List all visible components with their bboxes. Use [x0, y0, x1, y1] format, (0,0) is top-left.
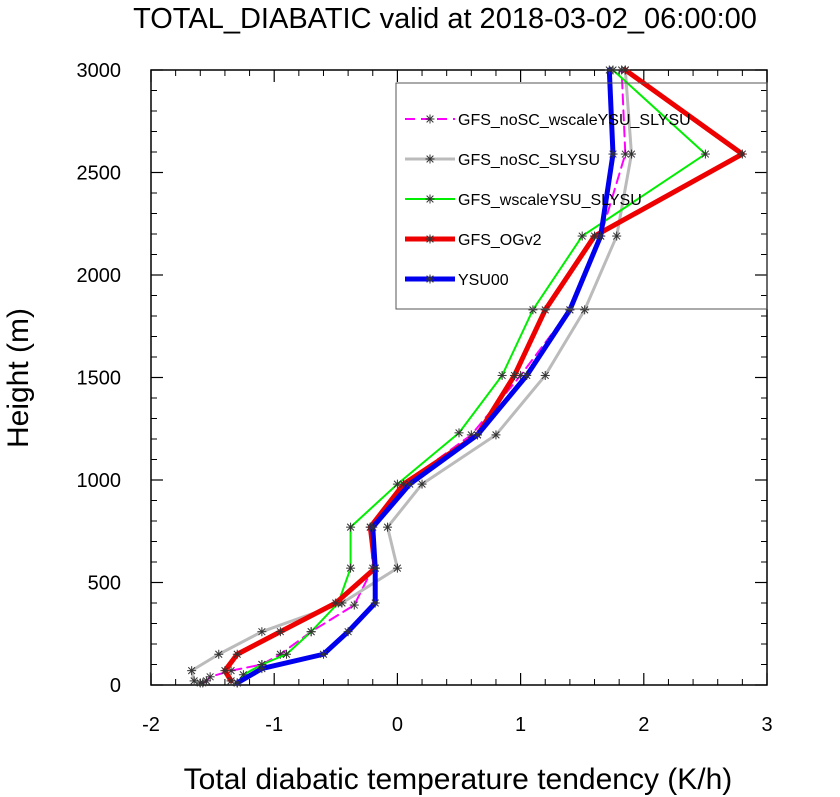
x-axis-label: Total diabatic temperature tendency (K/h… — [184, 763, 733, 796]
data-point-marker — [220, 666, 230, 676]
data-point-marker — [472, 430, 482, 440]
data-point-marker — [205, 672, 215, 682]
data-point-marker — [383, 522, 393, 532]
x-tick-label: 0 — [392, 714, 403, 736]
y-tick-label: 2500 — [77, 163, 122, 185]
data-point-marker — [700, 149, 710, 159]
data-point-marker — [232, 649, 242, 659]
y-tick-label: 1500 — [77, 368, 122, 390]
data-point-marker — [370, 563, 380, 573]
legend-marker — [425, 234, 435, 244]
data-point-marker — [620, 65, 630, 75]
x-tick-label: -1 — [265, 714, 283, 736]
data-point-marker — [509, 370, 519, 380]
data-point-marker — [195, 678, 205, 688]
data-point-marker — [577, 231, 587, 241]
data-point-marker — [604, 65, 614, 75]
legend-label: GFS_OGv2 — [458, 232, 542, 249]
legend-item: GFS_OGv2 — [405, 232, 542, 249]
data-point-marker — [565, 305, 575, 315]
data-point-marker — [349, 600, 359, 610]
legend-item: GFS_noSC_wscaleYSU_SLYSU — [405, 112, 691, 129]
data-point-marker — [368, 522, 378, 532]
legend-marker — [425, 274, 435, 284]
data-point-marker — [392, 563, 402, 573]
tick-labels: -2 -1 0 1 2 3 0 500 1000 1500 2000 2500 3000 — [77, 60, 773, 736]
data-point-marker — [620, 149, 630, 159]
legend-marker — [425, 114, 435, 124]
data-point-marker — [626, 149, 636, 159]
data-point-marker — [370, 598, 380, 608]
series-YSU00 — [232, 65, 618, 688]
legend-item: GFS_noSC_SLYSU — [405, 152, 600, 169]
data-point-marker — [612, 231, 622, 241]
data-point-marker — [540, 370, 550, 380]
data-point-marker — [737, 149, 747, 159]
data-point-marker — [522, 370, 532, 380]
chart-title: TOTAL_DIABATIC valid at 2018-03-02_06:00… — [133, 3, 757, 35]
data-point-marker — [454, 428, 464, 438]
x-tick-label: 2 — [638, 714, 649, 736]
data-point-marker — [528, 305, 538, 315]
legend-item: YSU00 — [405, 272, 509, 289]
legend-label: GFS_noSC_wscaleYSU_SLYSU — [458, 112, 691, 129]
legend-item: GFS_wscaleYSU_SLYSU — [405, 192, 642, 209]
data-point-marker — [331, 598, 341, 608]
data-point-marker — [540, 305, 550, 315]
data-point-marker — [214, 649, 224, 659]
data-point-marker — [189, 676, 199, 686]
y-tick-label: 500 — [88, 573, 121, 595]
data-point-marker — [608, 149, 618, 159]
data-point-marker — [226, 676, 236, 686]
axis-ticks — [150, 69, 768, 686]
legend-marker — [425, 194, 435, 204]
x-tick-label: 3 — [761, 714, 772, 736]
data-point-marker — [343, 627, 353, 637]
y-tick-label: 3000 — [77, 60, 122, 82]
y-axis-label: Height (m) — [2, 308, 35, 448]
data-point-marker — [346, 563, 356, 573]
legend-marker — [425, 154, 435, 164]
y-tick-label: 2000 — [77, 265, 122, 287]
data-point-marker — [257, 664, 267, 674]
series-lines — [187, 65, 747, 688]
data-point-marker — [417, 479, 427, 489]
data-point-marker — [346, 522, 356, 532]
legend-label: GFS_wscaleYSU_SLYSU — [458, 192, 642, 209]
legend-label: GFS_noSC_SLYSU — [458, 152, 600, 169]
data-point-marker — [318, 649, 328, 659]
data-point-marker — [590, 231, 600, 241]
legend: GFS_noSC_wscaleYSU_SLYSU GFS_noSC_SLYSU GF… — [395, 82, 768, 310]
x-tick-label: 1 — [515, 714, 526, 736]
data-point-marker — [275, 627, 285, 637]
data-point-marker — [306, 627, 316, 637]
legend-label: YSU00 — [458, 272, 509, 289]
data-point-marker — [232, 678, 242, 688]
data-point-marker — [282, 649, 292, 659]
x-tick-label: -2 — [142, 714, 160, 736]
data-point-marker — [405, 479, 415, 489]
data-point-marker — [580, 305, 590, 315]
series-line — [234, 67, 616, 686]
y-tick-label: 1000 — [77, 470, 122, 492]
data-point-marker — [491, 430, 501, 440]
data-point-marker — [187, 666, 197, 676]
data-point-marker — [257, 627, 267, 637]
series-GFS_noSC_SLYSU — [187, 65, 636, 688]
series-line — [222, 67, 745, 684]
y-tick-label: 0 — [110, 675, 121, 697]
data-point-marker — [497, 370, 507, 380]
legend-box — [395, 82, 768, 310]
data-point-marker — [596, 231, 606, 241]
